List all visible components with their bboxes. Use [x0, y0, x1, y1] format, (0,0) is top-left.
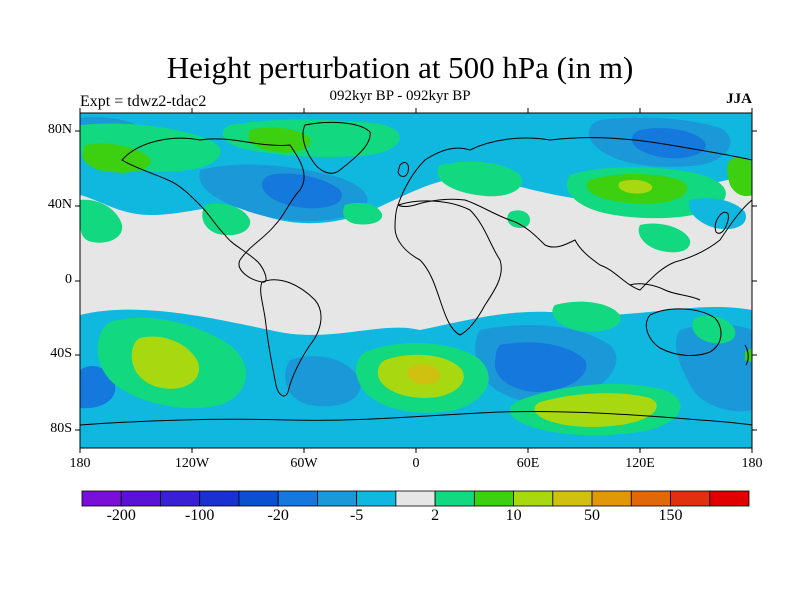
- lon-label-0: 0: [412, 456, 420, 471]
- colorbar-label: 150: [658, 507, 683, 524]
- colorbar-swatch: [277, 490, 318, 507]
- coastlines: [80, 121, 752, 426]
- coast-greenland: [302, 121, 371, 174]
- contour-yellow-s-indian: [534, 393, 657, 427]
- map-field: [80, 113, 752, 448]
- chart-title: Height perturbation at 500 hPa (in m): [166, 50, 634, 85]
- colorbar-swatch: [434, 490, 475, 507]
- chart-subtitle: 092kyr BP - 092kyr BP: [329, 88, 471, 104]
- colorbar-swatch: [513, 490, 554, 507]
- contour-blue-se-pacific: [675, 324, 752, 412]
- lon-label-180w: 180: [69, 456, 91, 471]
- colorbar-swatch: [199, 490, 240, 507]
- colorbar-label: -5: [349, 507, 364, 524]
- contour-blue-n-asia-dark: [632, 128, 706, 159]
- colorbar-label: 10: [505, 507, 522, 524]
- contour-blue-n-atlantic-dark: [262, 173, 342, 209]
- colorbar-swatch: [81, 490, 122, 507]
- coast-uk: [397, 162, 409, 177]
- colorbar-label: -100: [185, 507, 215, 524]
- colorbar-swatch: [709, 490, 750, 507]
- coast-indonesia: [629, 283, 701, 301]
- colorbar-swatch: [630, 490, 671, 507]
- contour-yellow-s-pacific: [131, 336, 200, 389]
- lon-label-120w: 120W: [174, 456, 210, 471]
- contour-green-n-atlantic-small: [343, 202, 383, 225]
- contour-blue-s-america: [285, 356, 361, 407]
- contour-yellow-siberia: [618, 179, 653, 194]
- coast-africa: [394, 200, 502, 336]
- lat-label-80n: 80N: [47, 122, 72, 137]
- contour-green-ne-pacific: [727, 157, 752, 197]
- contour-blue-w-pacific: [689, 198, 746, 230]
- contour-green-middle-east: [507, 210, 530, 228]
- contour-green-australia: [692, 315, 736, 344]
- colorbar-swatch: [238, 490, 279, 507]
- colorbar-swatch: [120, 490, 161, 507]
- coast-north-america: [121, 137, 305, 283]
- lat-label-40n: 40N: [47, 197, 72, 212]
- lon-label-60e: 60E: [516, 456, 540, 471]
- colorbar-swatch: [552, 490, 593, 507]
- lon-ticks: [79, 108, 753, 453]
- experiment-label: Expt = tdwz2-tdac2: [80, 93, 207, 110]
- lat-ticks: [75, 130, 757, 431]
- coast-australia: [645, 308, 722, 356]
- contour-green-nw: [80, 199, 123, 243]
- colorbar-swatch: [473, 490, 514, 507]
- lon-label-180e: 180: [741, 456, 763, 471]
- contour-green-europe: [437, 161, 522, 197]
- contour-blue-sw: [80, 365, 116, 409]
- colorbar-label: 2: [431, 507, 440, 524]
- lon-label-60w: 60W: [290, 456, 318, 471]
- coast-japan: [714, 211, 729, 234]
- contour-green-e-asia: [638, 223, 691, 253]
- colorbar-swatch: [591, 490, 632, 507]
- contour-green-greenland: [248, 127, 311, 153]
- lat-label-0: 0: [65, 272, 72, 287]
- contour-blue-south-dark: [495, 342, 587, 392]
- colorbar: [81, 490, 750, 507]
- coast-south-america: [260, 279, 322, 397]
- coast-new-zealand: [744, 344, 749, 366]
- coast-eurasia: [397, 137, 752, 291]
- colorbar-swatch: [356, 490, 397, 507]
- contour-green-n-america-west: [202, 203, 251, 236]
- colorbar-label: -200: [106, 507, 136, 524]
- season-label: JJA: [726, 91, 752, 107]
- lat-label-40s: 40S: [50, 346, 72, 361]
- colorbar-label: -20: [267, 507, 289, 524]
- colorbar-swatch: [317, 490, 358, 507]
- contour-green-s-indian-small: [552, 301, 621, 332]
- contour-gold-s-atlantic: [407, 364, 441, 385]
- colorbar-swatch: [670, 490, 711, 507]
- colorbar-label: 50: [584, 507, 601, 524]
- lat-label-80s: 80S: [50, 421, 72, 436]
- colorbar-swatch: [395, 490, 436, 507]
- coast-antarctica: [80, 411, 752, 426]
- lon-label-120e: 120E: [625, 456, 655, 471]
- colorbar-swatch: [160, 490, 201, 507]
